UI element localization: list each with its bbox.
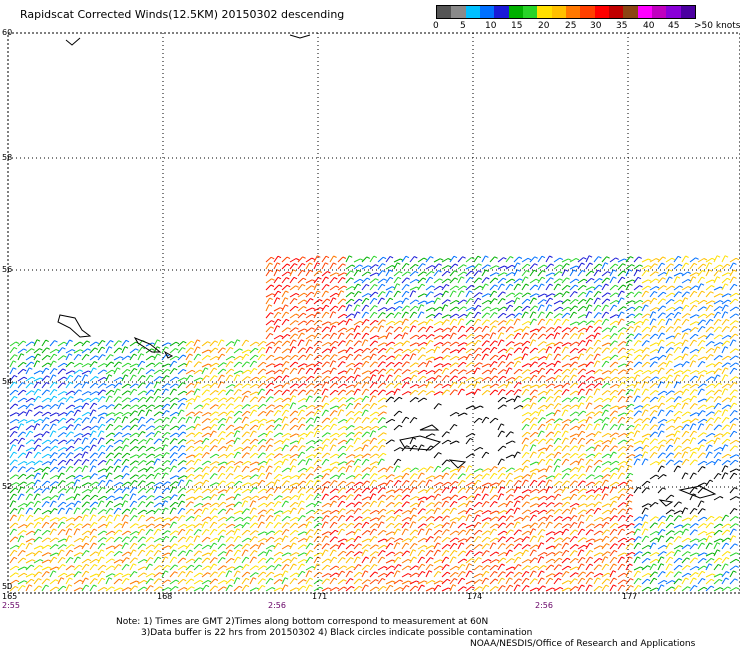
colorbar-label: 10 [485,21,497,31]
island-outline [678,485,717,499]
colorbar-segment [608,6,624,18]
colorbar-segment [651,6,667,18]
colorbar-label: 35 [616,21,628,31]
colorbar-segment [580,6,595,18]
lat-label-60: 60 [2,28,13,37]
colorbar-label: >50 knots [694,21,740,31]
colorbar-label: 0 [433,21,439,31]
island-outline [133,336,162,353]
island-outline [163,350,174,359]
note-line-2: 3)Data buffer is 22 hrs from 20150302 4)… [141,628,533,638]
colorbar-segment [451,6,466,18]
wind-speed-colorbar [436,5,696,19]
island-outline [399,435,442,451]
note-line-3: NOAA/NESDIS/Office of Research and Appli… [470,639,696,649]
colorbar-segment [537,6,552,18]
lon-label-174: 174 [467,592,483,601]
colorbar-segment [437,6,452,18]
colorbar-segment [594,6,609,18]
colorbar-label: 40 [643,21,655,31]
map-title: Rapidscat Corrected Winds(12.5KM) 201503… [20,8,345,21]
coast-outline [289,34,311,39]
time-label: 2:55 [2,601,20,610]
colorbar-segment [551,6,566,18]
colorbar-segment [680,6,695,18]
colorbar-segment [465,6,480,18]
note-line-1: Note: 1) Times are GMT 2)Times along bot… [116,617,489,627]
colorbar-segment [623,6,638,18]
lon-label-171: 171 [312,592,328,601]
lat-label-50: 50 [2,582,13,591]
island-outline [419,424,440,431]
colorbar-segment [508,6,523,18]
graticule [7,32,740,594]
time-label: 2:56 [268,601,286,610]
lat-label-58: 58 [2,153,13,162]
colorbar-label: 20 [538,21,550,31]
colorbar-segment [565,6,581,18]
island-outline [57,314,92,338]
time-label: 2:56 [535,601,553,610]
colorbar-segment [522,6,538,18]
coast-outline [65,37,81,46]
lon-label-165: 165 [2,592,18,601]
colorbar-segment [666,6,681,18]
island-outline [448,459,467,469]
coastline [57,34,717,507]
lon-label-177: 177 [622,592,638,601]
colorbar-label: 25 [565,21,577,31]
colorbar-segment [479,6,495,18]
colorbar-label: 45 [668,21,680,31]
colorbar-label: 5 [460,21,466,31]
lat-label-56: 56 [2,265,13,274]
colorbar-segment [494,6,509,18]
colorbar-segment [637,6,652,18]
lon-label-168: 168 [157,592,173,601]
island-outline [658,499,674,507]
colorbar-label: 30 [590,21,602,31]
wind-barbs [9,255,740,592]
lat-label-52: 52 [2,482,13,491]
lat-label-54: 54 [2,377,13,386]
colorbar-label: 15 [511,21,523,31]
